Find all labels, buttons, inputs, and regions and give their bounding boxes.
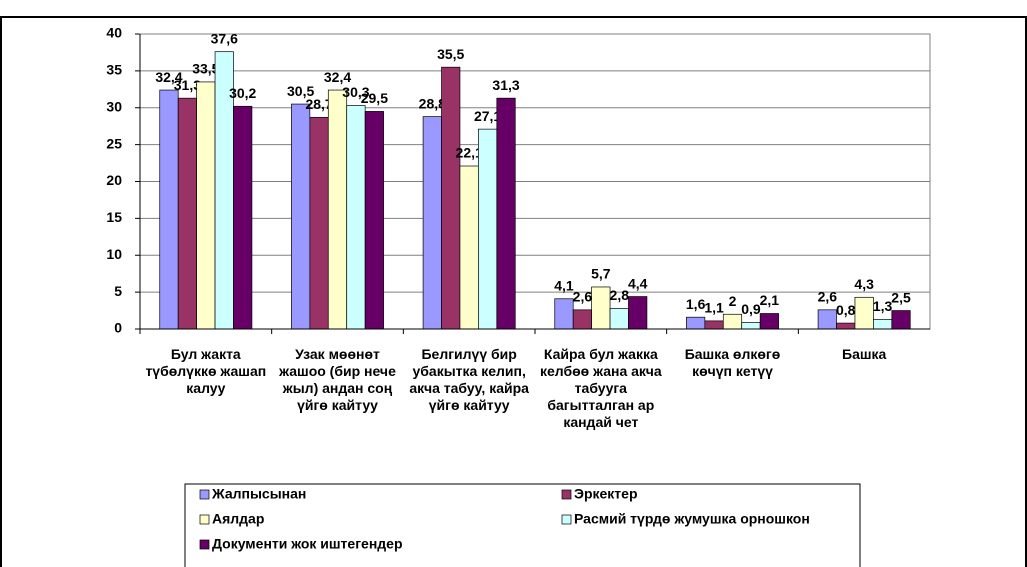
bar bbox=[364, 111, 384, 330]
data-label: 0,9 bbox=[741, 301, 761, 317]
data-label: 0,8 bbox=[836, 302, 856, 318]
data-label: 35,5 bbox=[437, 46, 464, 62]
y-tick-label: 40 bbox=[106, 25, 122, 41]
data-label: 2 bbox=[729, 293, 737, 309]
data-label: 30,2 bbox=[229, 85, 256, 101]
x-tick-label: Башка bbox=[842, 346, 887, 362]
data-label: 2,8 bbox=[610, 287, 630, 303]
bar bbox=[554, 298, 574, 330]
data-label: 1,1 bbox=[704, 300, 724, 316]
x-tick-label: Узак мөөнөт жашоо (бир нече жыл) андан с… bbox=[279, 346, 396, 413]
legend-swatch bbox=[199, 539, 210, 550]
bar bbox=[346, 105, 366, 330]
bar bbox=[817, 309, 837, 330]
data-label: 22,1 bbox=[456, 145, 483, 161]
x-tick-label: Белгилүү бир убакытка келип, акча табуу,… bbox=[409, 346, 529, 413]
bar bbox=[478, 128, 498, 330]
legend-label: Расмий түрдө жумушка орношкон bbox=[574, 511, 810, 527]
bar bbox=[496, 97, 516, 330]
legend-swatch bbox=[561, 514, 572, 525]
data-label: 28,8 bbox=[419, 95, 446, 111]
bar bbox=[591, 286, 611, 330]
data-label: 31,3 bbox=[174, 77, 201, 93]
data-label: 37,6 bbox=[211, 30, 238, 46]
data-label: 28,7 bbox=[305, 96, 332, 112]
x-tick-label: Бул жакта түбөлүккө жашап калуу bbox=[145, 346, 267, 396]
legend-label: Документи жок иштегендер bbox=[212, 536, 403, 552]
bar bbox=[572, 309, 592, 330]
data-label: 2,6 bbox=[818, 289, 838, 305]
data-label: 1,6 bbox=[686, 296, 706, 312]
data-label: 30,5 bbox=[287, 83, 314, 99]
bar bbox=[609, 308, 629, 330]
data-label: 29,5 bbox=[361, 90, 388, 106]
y-tick-label: 35 bbox=[106, 62, 122, 78]
legend-label: Аялдар bbox=[212, 511, 264, 527]
legend-swatch bbox=[199, 489, 210, 500]
bar bbox=[891, 310, 911, 330]
x-tick-label: Башка өлкөгө көчүп кетүү bbox=[684, 346, 781, 379]
data-label: 5,7 bbox=[591, 266, 611, 282]
x-tick-label: Кайра бул жакка келбөө жана акча табууга… bbox=[539, 346, 662, 430]
y-tick-label: 5 bbox=[114, 283, 122, 299]
data-label: 32,4 bbox=[324, 69, 351, 85]
data-label: 33,5 bbox=[192, 61, 219, 77]
data-label: 4,1 bbox=[554, 277, 574, 293]
bar bbox=[722, 313, 743, 330]
data-label: 4,4 bbox=[628, 275, 648, 291]
bar bbox=[686, 316, 706, 330]
legend-swatch bbox=[199, 514, 210, 525]
bar bbox=[309, 116, 329, 330]
bar bbox=[196, 81, 216, 330]
y-tick-label: 10 bbox=[106, 246, 122, 262]
bar bbox=[459, 165, 479, 330]
legend-label: Эркектер bbox=[574, 486, 638, 502]
bar bbox=[177, 97, 197, 330]
y-tick-label: 25 bbox=[106, 135, 122, 151]
data-label: 2,6 bbox=[573, 289, 593, 305]
bar bbox=[422, 116, 442, 330]
bar bbox=[159, 89, 179, 330]
legend-label: Жалпысынан bbox=[211, 486, 306, 502]
y-tick-label: 30 bbox=[106, 98, 122, 114]
y-tick-label: 15 bbox=[106, 209, 122, 225]
data-label: 32,4 bbox=[155, 69, 182, 85]
legend-swatch bbox=[561, 489, 572, 500]
bar bbox=[836, 322, 856, 330]
bar bbox=[704, 320, 724, 330]
data-label: 30,3 bbox=[342, 84, 369, 100]
y-tick-label: 20 bbox=[106, 172, 122, 188]
bar bbox=[441, 66, 461, 330]
bar bbox=[327, 89, 348, 330]
bar bbox=[759, 313, 779, 330]
data-label: 1,3 bbox=[873, 298, 893, 314]
y-tick-label: 0 bbox=[114, 320, 122, 336]
data-label: 4,3 bbox=[854, 276, 874, 292]
data-label: 2,1 bbox=[760, 292, 780, 308]
bar bbox=[291, 103, 311, 330]
data-label: 31,3 bbox=[492, 77, 519, 93]
legend-box bbox=[184, 483, 861, 567]
frame bbox=[0, 16, 1027, 567]
bar bbox=[741, 322, 761, 330]
bar bbox=[628, 296, 648, 330]
bar bbox=[873, 319, 893, 330]
data-label: 2,5 bbox=[891, 289, 911, 305]
data-label: 27,1 bbox=[474, 108, 501, 124]
bar bbox=[854, 296, 874, 330]
bar bbox=[233, 105, 253, 330]
